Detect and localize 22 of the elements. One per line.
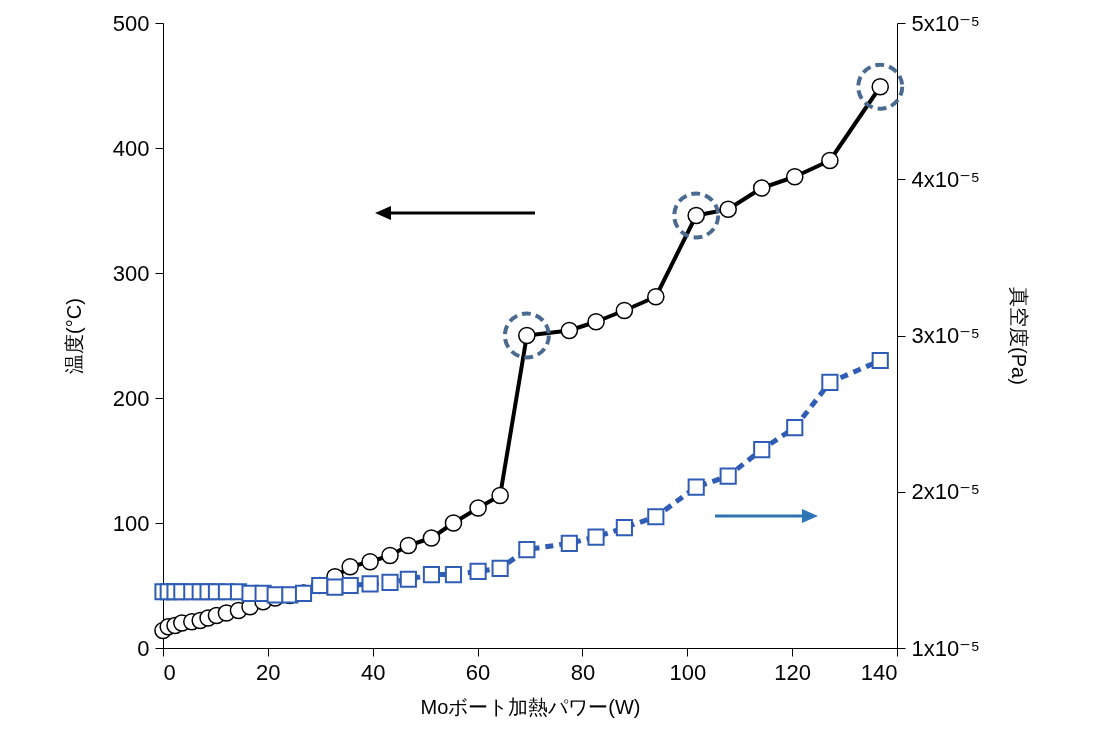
- x-tick-label: 80: [570, 659, 596, 685]
- y2-axis-title: 真空度(Pa): [1007, 287, 1030, 385]
- y-tick-label: 300: [112, 260, 150, 286]
- y2-tick-label: 3x10⁻⁵: [911, 323, 980, 348]
- y-tick-label: 400: [112, 135, 150, 161]
- x-tick-label: 140: [860, 659, 898, 685]
- y-tick-label: 100: [112, 510, 150, 536]
- y-tick-label: 200: [112, 385, 150, 411]
- y2-tick-label: 4x10⁻⁵: [911, 166, 980, 192]
- y-tick-label: 0: [137, 635, 150, 661]
- x-tick-label: 100: [669, 659, 707, 685]
- x-tick-label: 20: [256, 659, 281, 685]
- y2-tick-label: 5x10⁻⁵: [911, 10, 980, 36]
- x-tick-label: 120: [774, 659, 811, 685]
- x-tick-label: 0: [163, 659, 176, 685]
- y2-tick-label: 2x10⁻⁵: [911, 479, 980, 505]
- x-tick-label: 40: [360, 659, 386, 685]
- x-tick-label: 60: [465, 659, 491, 685]
- y-tick-label: 500: [112, 10, 150, 36]
- x-axis-title: Moボート加熱パワー(W): [420, 695, 641, 718]
- y-axis-title: 温度(°C): [62, 298, 85, 374]
- y2-tick-label: 1x10⁻⁵: [911, 635, 980, 661]
